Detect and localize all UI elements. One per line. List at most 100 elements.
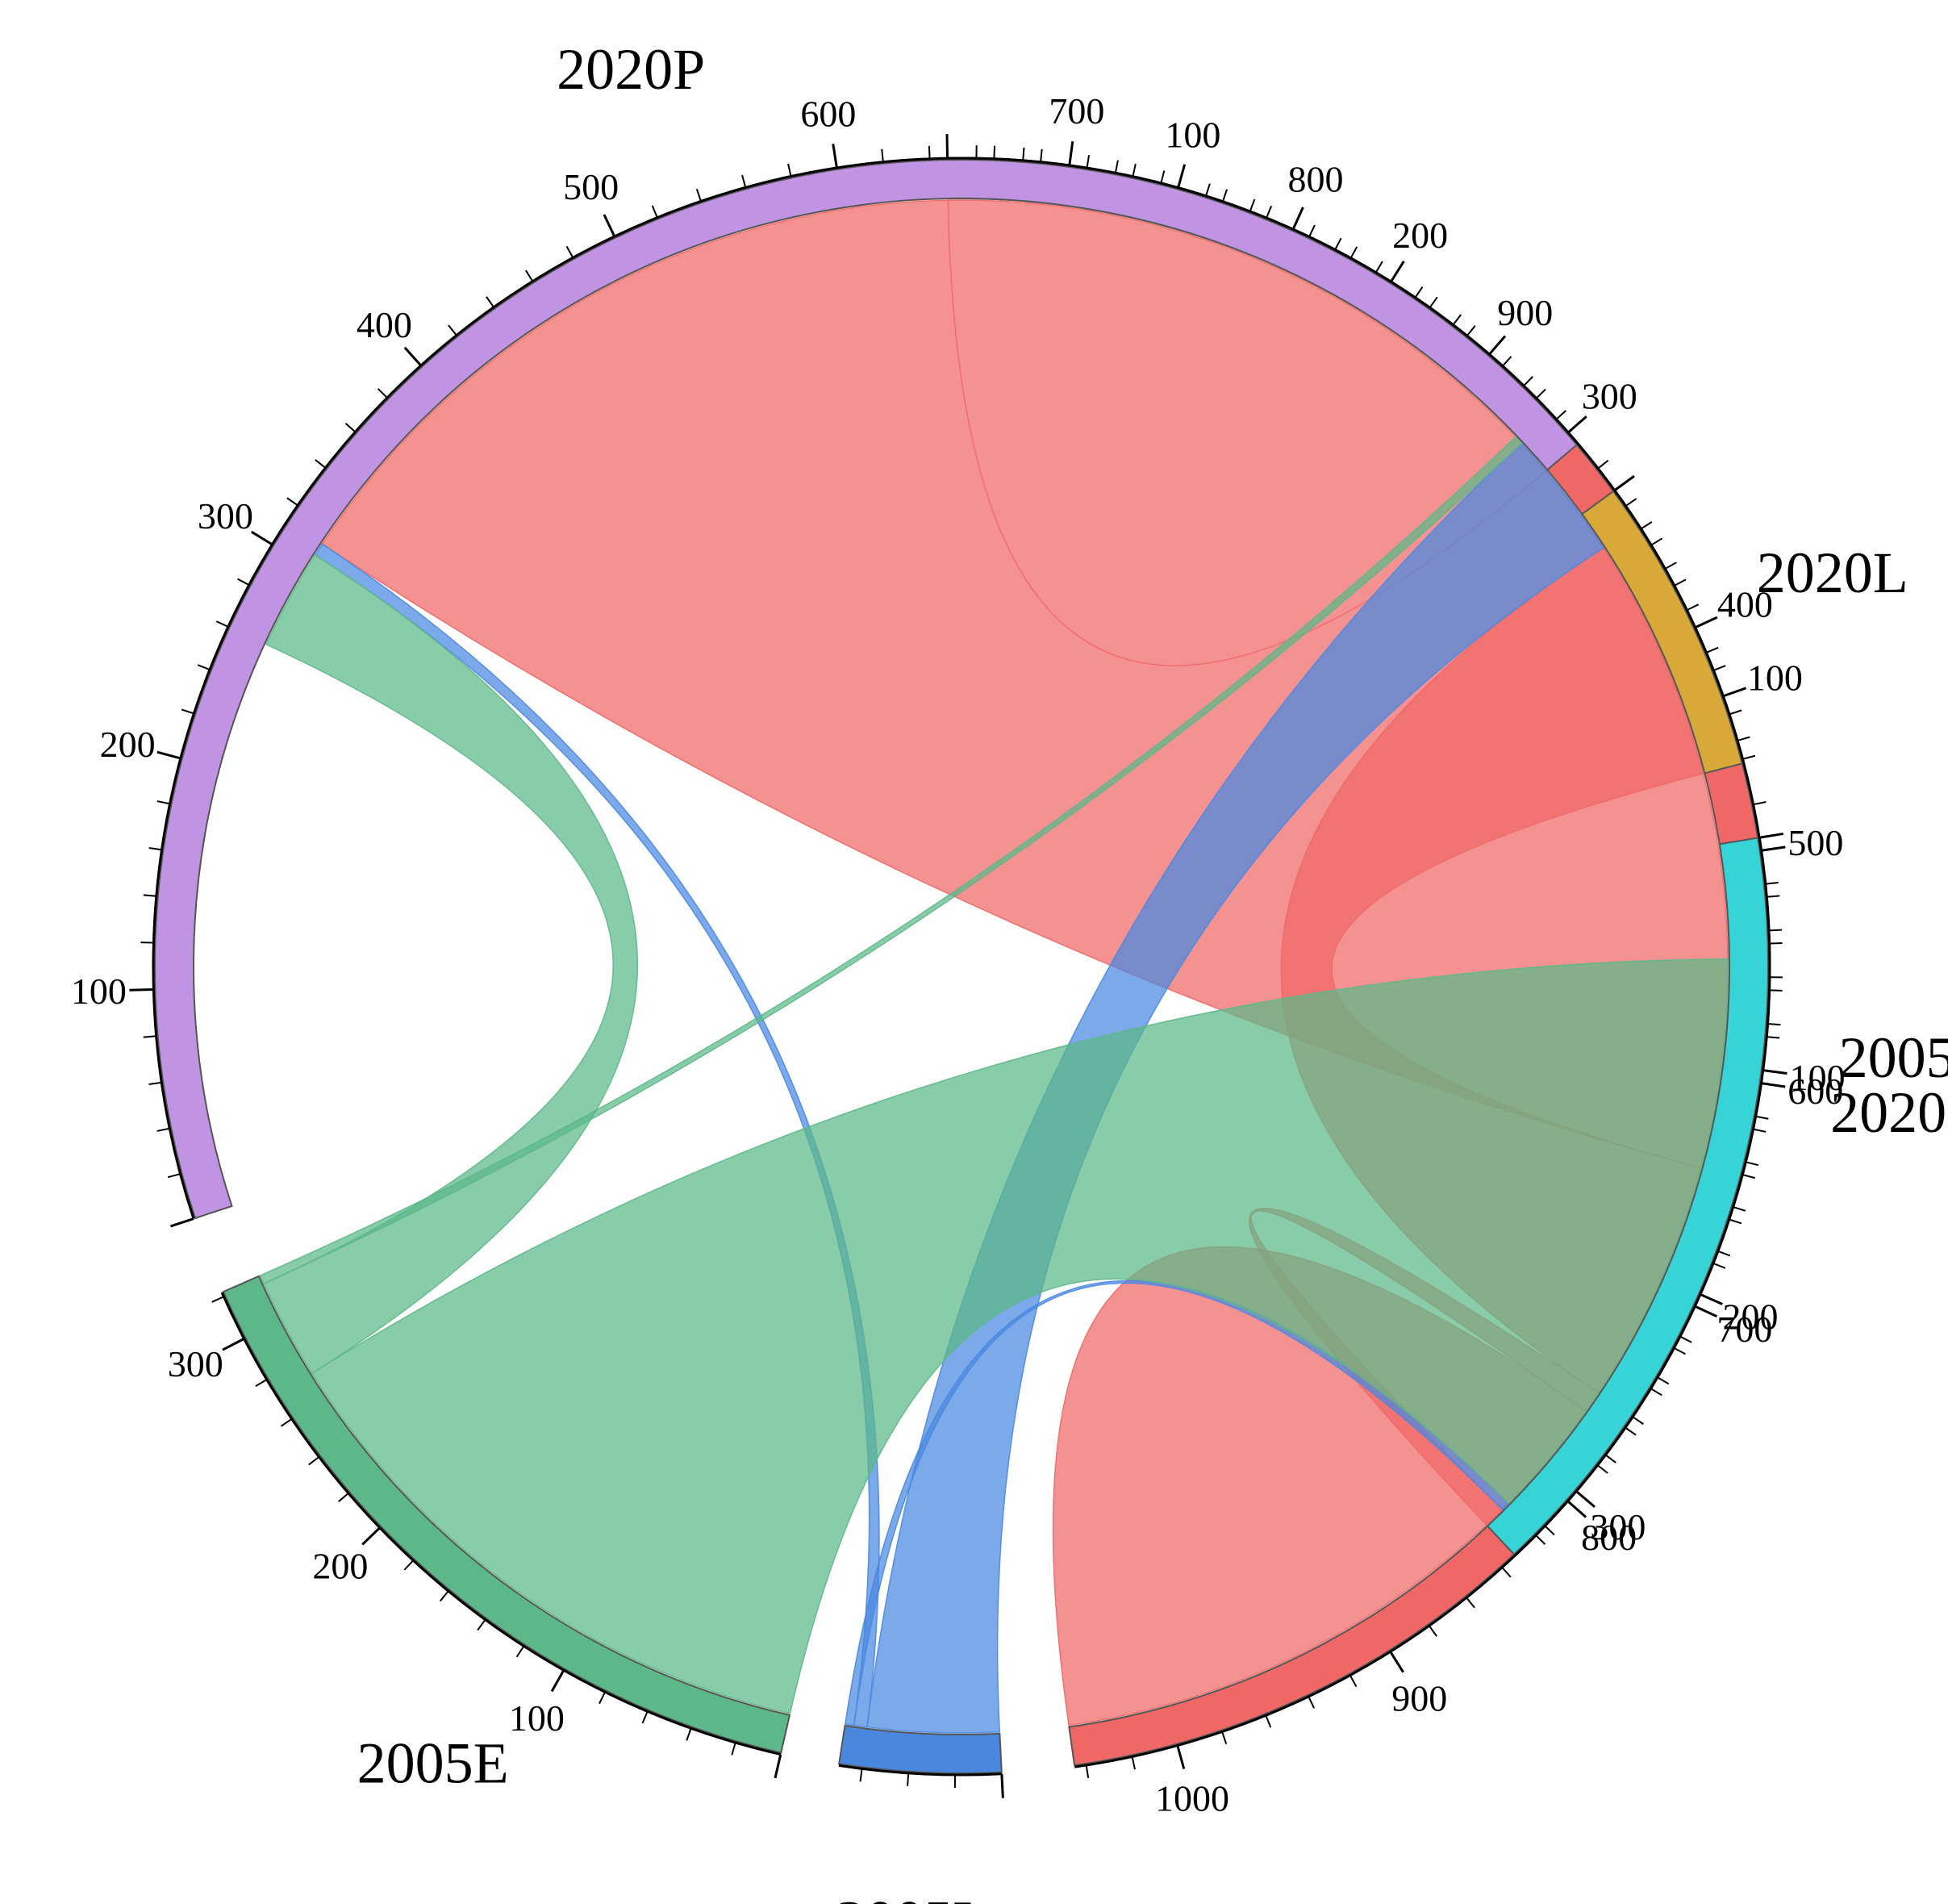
- tick-2020e-20: [1765, 881, 1779, 885]
- tick-2005p-580: [1767, 1036, 1780, 1039]
- tick-2005l-0: [1000, 1773, 1004, 1798]
- tick-2005e-80: [599, 1691, 606, 1705]
- tick-2005l-40: [907, 1772, 910, 1786]
- tick-2020p-640: [928, 145, 931, 159]
- tick-2020e-120: [1755, 1115, 1769, 1120]
- tick-2005p-340: [1625, 498, 1637, 507]
- ribbon-2005e-to-2020e: [311, 958, 1729, 1714]
- tick-2020e-240: [1657, 1376, 1670, 1385]
- tick-2020p-760: [1205, 183, 1211, 197]
- tick-2005e-60: [641, 1710, 649, 1724]
- tick-2005p-220: [1429, 296, 1438, 308]
- tick-2020e-40: [1768, 929, 1783, 932]
- tick-2020p-480: [565, 245, 574, 258]
- tick-2005p-180: [1349, 246, 1358, 259]
- tick-2005p-960: [1265, 1714, 1272, 1728]
- tick-2005p-440: [1729, 709, 1742, 716]
- sector-label-2020l: 2020L: [1757, 541, 1908, 605]
- tick-2020p-440: [486, 296, 494, 308]
- tick-2005e-120: [515, 1645, 525, 1658]
- tick-2020e-160: [1733, 1206, 1746, 1212]
- tick-2005p-80: [1132, 163, 1137, 177]
- tick-2005e-200: [361, 1526, 381, 1546]
- tick-2005p-860: [1466, 1597, 1475, 1609]
- tick-2020p-580: [787, 163, 792, 177]
- tick-2005p-20: [993, 145, 996, 159]
- tick-2020p-800: [1291, 207, 1304, 230]
- tick-2020p-260: [215, 620, 229, 628]
- tick-label-2020p-200: 200: [100, 724, 156, 765]
- tick-2020p-920: [1523, 376, 1533, 386]
- tick-2020p-100: [129, 987, 154, 992]
- sector-label-2020e: 2020E: [1830, 1080, 1948, 1145]
- tick-2020p-620: [881, 148, 884, 162]
- tick-2005p-620: [1753, 1128, 1767, 1133]
- sector-label-2005p: 2005P: [1839, 1025, 1948, 1090]
- tick-2005e-220: [338, 1493, 349, 1503]
- tick-label-2020p-400: 400: [357, 304, 412, 345]
- tick-2005p-200: [1390, 260, 1405, 282]
- tick-2005p-280: [1536, 388, 1546, 399]
- tick-2005p-420: [1712, 665, 1726, 671]
- tick-2005p-940: [1308, 1696, 1316, 1709]
- tick-2020e-220: [1679, 1335, 1692, 1343]
- tick-2005p-140: [1266, 205, 1273, 219]
- tick-2020l-20: [1640, 521, 1653, 530]
- tick-label-2020e-100: 100: [1790, 1057, 1846, 1098]
- tick-2020p-400: [403, 346, 422, 367]
- tick-2005e-280: [255, 1379, 268, 1388]
- tick-2020p-520: [651, 205, 658, 219]
- ribbon-layer: [259, 199, 1729, 1734]
- tick-2020p-560: [741, 174, 747, 188]
- tick-2020l-80: [1705, 646, 1719, 653]
- tick-2020e-260: [1632, 1416, 1644, 1425]
- tick-2020p-300: [251, 530, 273, 546]
- sector-axis-2020l: [1613, 489, 1746, 764]
- tick-label-2005p-500: 500: [1787, 822, 1843, 863]
- tick-2020l-100: [1722, 687, 1747, 698]
- tick-2020e-280: [1604, 1454, 1616, 1463]
- tick-2005p-460: [1742, 754, 1756, 760]
- tick-label-2005e-200: 200: [312, 1545, 368, 1586]
- tick-2005e-0: [774, 1754, 782, 1779]
- sector-arc-2020p: [153, 158, 1579, 1220]
- tick-2005p-100: [1177, 164, 1187, 189]
- tick-2005e-140: [477, 1618, 486, 1631]
- tick-2005p-260: [1502, 356, 1512, 367]
- tick-2005p-1020: [1131, 1756, 1136, 1770]
- tick-2020p-600: [832, 144, 838, 169]
- tick-2020p-220: [181, 708, 194, 715]
- tick-2005e-160: [439, 1590, 449, 1602]
- tick-2005p-920: [1349, 1675, 1358, 1688]
- tick-label-2005p-300: 300: [1582, 376, 1637, 417]
- tick-2005p-380: [1674, 578, 1687, 587]
- tick-2005p-980: [1221, 1731, 1228, 1744]
- tick-label-2020p-700: 700: [1049, 90, 1104, 132]
- tick-2020e-0: [1758, 832, 1784, 839]
- tick-2020l-120: [1737, 736, 1750, 741]
- tick-2005p-240: [1466, 325, 1476, 336]
- tick-label-2005p-800: 800: [1581, 1517, 1637, 1558]
- tick-2005p-720: [1673, 1347, 1686, 1355]
- tick-2005e-40: [686, 1727, 692, 1741]
- tick-2020p-40: [156, 1127, 170, 1132]
- tick-2020p-280: [237, 578, 250, 586]
- tick-2005p-480: [1753, 801, 1767, 806]
- tick-2005e-320: [211, 1296, 224, 1303]
- tick-2005p-880: [1429, 1625, 1437, 1637]
- tick-2020p-820: [1334, 237, 1342, 250]
- tick-2020p-840: [1374, 261, 1383, 273]
- tick-label-2020p-900: 900: [1497, 292, 1553, 333]
- tick-2020p-500: [603, 214, 616, 237]
- sector-axis-2005e: [220, 1292, 782, 1756]
- tick-2020e-180: [1717, 1250, 1731, 1257]
- sector-arc-2020l: [1580, 490, 1744, 775]
- tick-2020p-0: [170, 1217, 194, 1228]
- tick-2005p-1000: [1176, 1745, 1186, 1769]
- tick-label-2005p-900: 900: [1391, 1677, 1447, 1718]
- tick-2005e-300: [222, 1338, 245, 1351]
- sector-label-layer: 2005P 2005L 2005E 2020P 2020L 2020E: [357, 37, 1948, 1904]
- tick-2020p-160: [148, 846, 162, 851]
- tick-2005p-600: [1761, 1082, 1786, 1088]
